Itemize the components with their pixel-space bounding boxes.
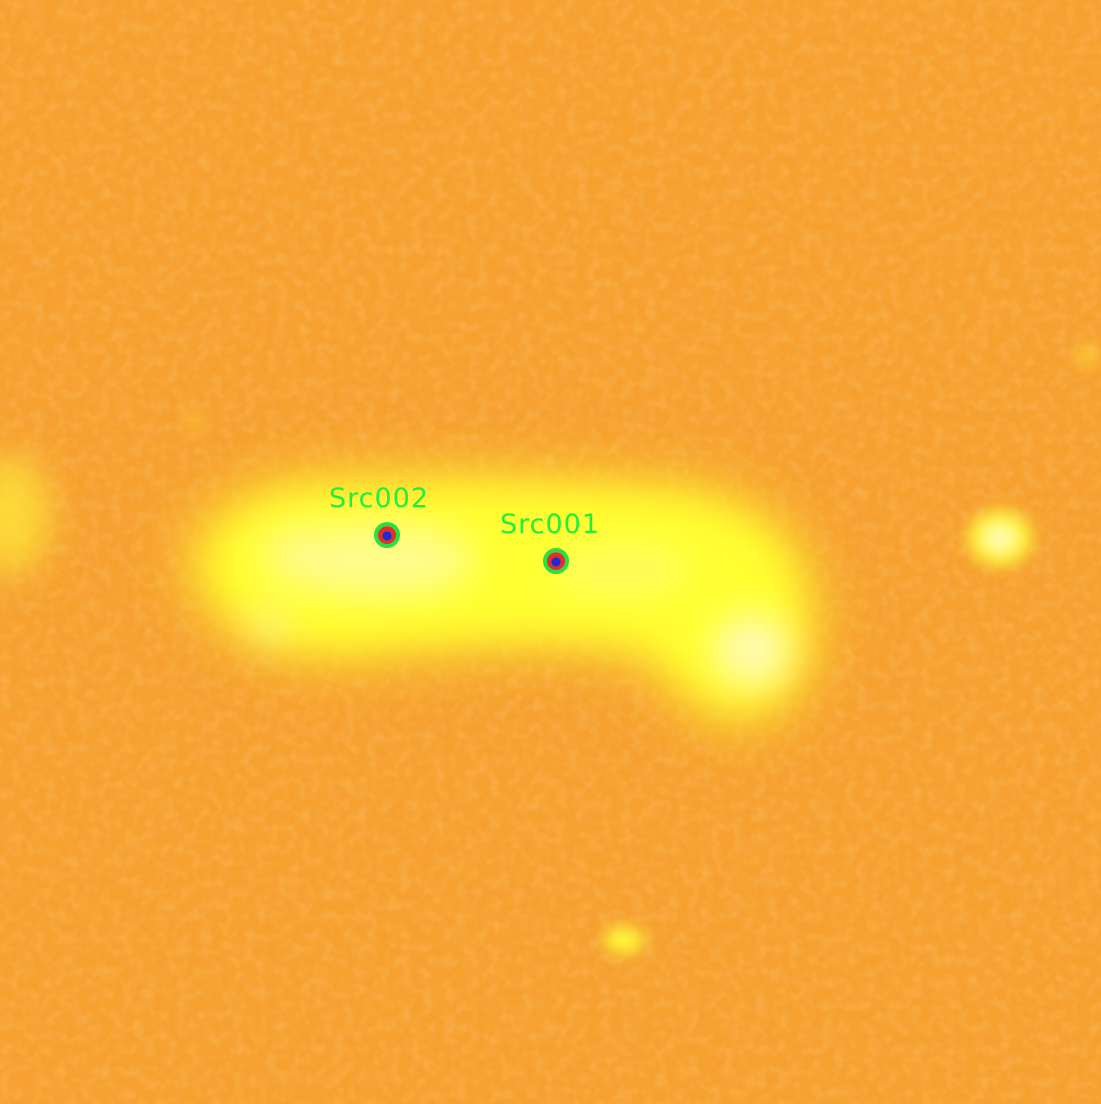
source-marker-src002[interactable] xyxy=(374,522,400,548)
source-label-src001: Src001 xyxy=(500,509,601,540)
left-edge-glow xyxy=(0,455,50,575)
source-label-src002: Src002 xyxy=(329,483,430,514)
source-marker-src001[interactable] xyxy=(543,548,569,574)
compact-sources xyxy=(185,346,1097,953)
bright-cores xyxy=(248,522,790,686)
